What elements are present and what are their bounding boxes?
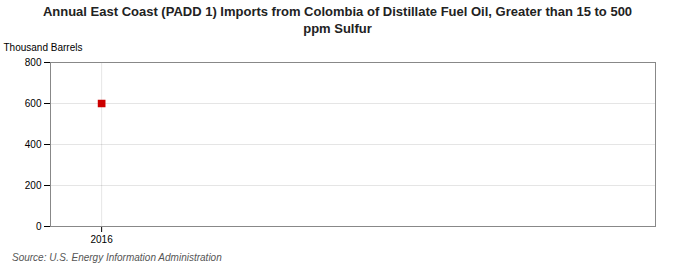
svg-text:2016: 2016 (91, 233, 114, 244)
svg-text:200: 200 (25, 179, 42, 190)
svg-text:0: 0 (36, 220, 42, 231)
html-text:Source: U.S. Energy Informatio: Source: U.S. Energy Information Administ… (12, 251, 222, 263)
svg-text:600: 600 (25, 97, 42, 108)
svg-text:Thousand Barrels: Thousand Barrels (4, 41, 83, 52)
svg-text:800: 800 (25, 56, 42, 67)
html-text:Annual East Coast (PADD 1) Imp: Annual East Coast (PADD 1) Imports from … (42, 4, 633, 36)
svg-text:400: 400 (25, 138, 42, 149)
